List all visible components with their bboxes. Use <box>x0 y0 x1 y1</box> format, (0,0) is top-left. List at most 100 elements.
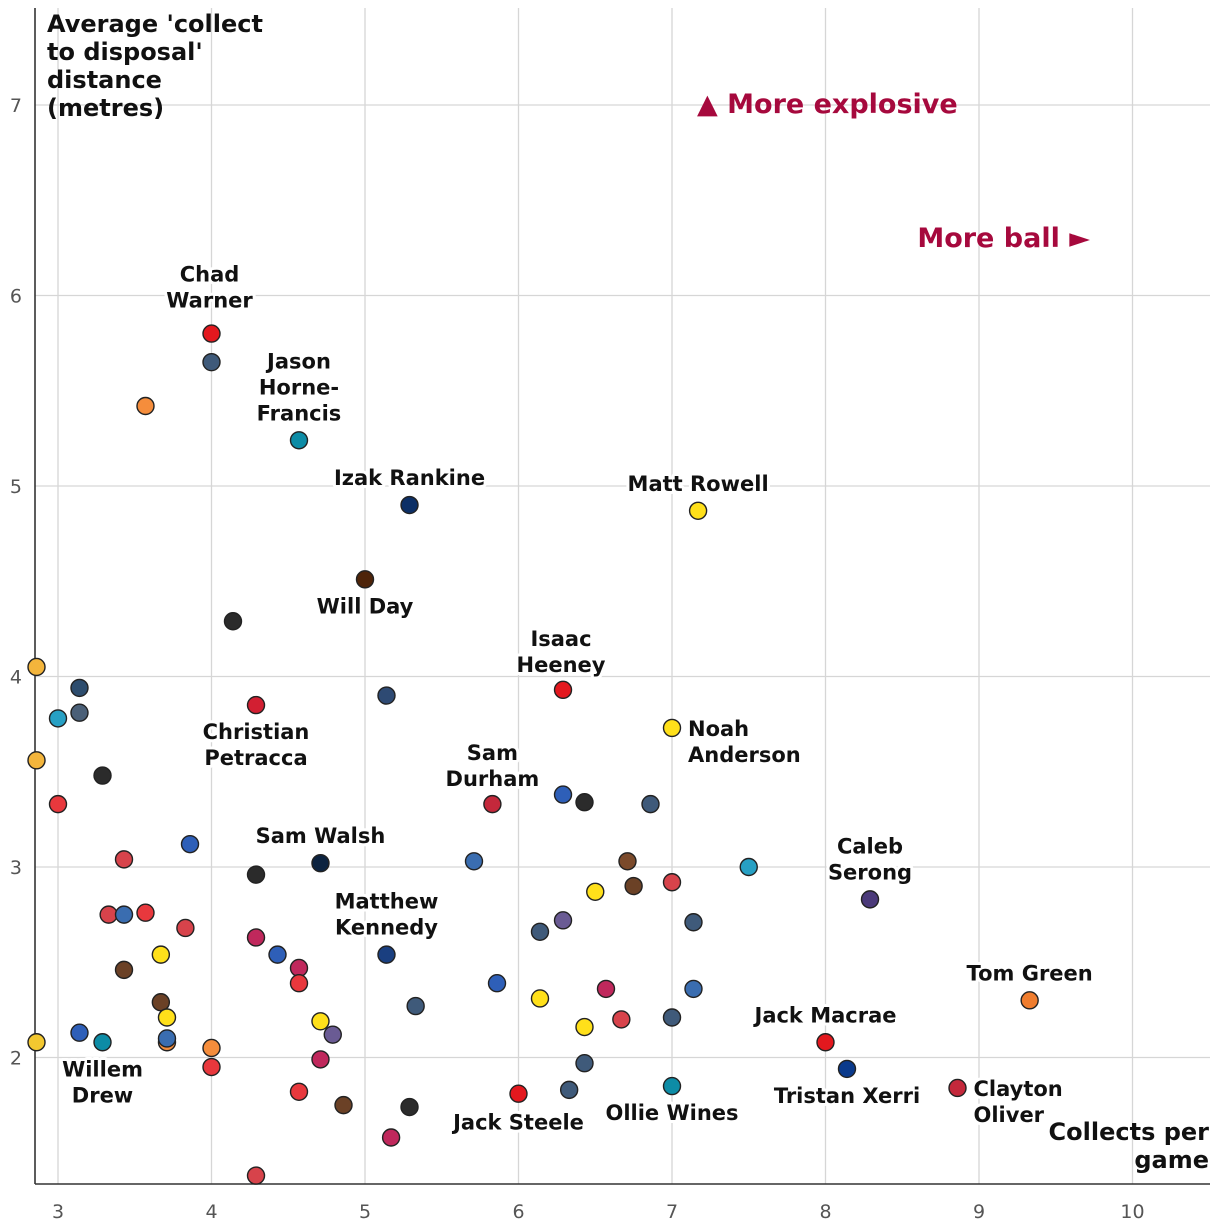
data-point <box>355 570 375 589</box>
x-axis-title: Collects per game <box>1049 1118 1210 1174</box>
data-point <box>596 979 616 999</box>
y-tick-label: 2 <box>10 1048 22 1070</box>
y-tick-label: 5 <box>10 476 22 498</box>
point-label: Jack Macrae <box>753 1003 897 1027</box>
data-point <box>948 1078 967 1098</box>
point-label: Will Day <box>317 594 414 618</box>
data-point <box>202 1038 221 1058</box>
data-point <box>509 1084 528 1103</box>
data-point <box>837 1059 857 1079</box>
data-point <box>151 945 171 964</box>
data-point <box>48 709 68 728</box>
data-point <box>93 766 112 785</box>
point-label: Caleb Serong <box>828 834 912 884</box>
data-point <box>176 918 195 938</box>
data-points <box>27 324 1039 1185</box>
tick-labels: 3 4 5 6 7 8 9 10 2 3 4 5 6 7 <box>10 95 1145 1223</box>
data-point <box>70 678 89 698</box>
data-point <box>483 794 502 814</box>
data-point <box>553 680 573 700</box>
data-point <box>246 865 266 884</box>
data-point <box>48 794 68 814</box>
data-point <box>70 1023 89 1042</box>
data-point <box>99 905 118 924</box>
data-point <box>114 850 134 869</box>
data-point <box>114 960 134 980</box>
data-point <box>289 958 309 978</box>
data-point <box>860 890 880 909</box>
point-label: Izak Rankine <box>334 466 485 490</box>
data-point <box>311 1050 330 1069</box>
x-tick-label: 3 <box>52 1201 64 1223</box>
x-tick-label: 6 <box>512 1201 524 1223</box>
data-point <box>575 793 594 812</box>
data-point <box>575 1054 594 1073</box>
data-point <box>157 1008 177 1027</box>
data-point <box>93 1033 112 1052</box>
data-point <box>684 913 703 932</box>
data-point <box>530 922 550 941</box>
data-point <box>739 857 758 877</box>
x-tick-label: 8 <box>819 1201 831 1223</box>
data-point <box>406 996 425 1016</box>
axis-titles: Average 'collect to disposal' distance (met… <box>47 10 1209 1174</box>
data-point <box>289 1082 309 1101</box>
data-point <box>662 718 682 738</box>
point-label: Ollie Wines <box>605 1101 738 1125</box>
x-tick-label: 5 <box>359 1201 371 1223</box>
x-tick-label: 10 <box>1120 1201 1144 1223</box>
data-point <box>662 1076 682 1096</box>
data-point <box>289 431 309 450</box>
data-point <box>1020 991 1039 1010</box>
data-point <box>400 1097 419 1117</box>
data-point <box>70 703 89 722</box>
data-point <box>311 1012 330 1031</box>
data-point <box>662 873 682 892</box>
annotation-more-ball: More ball ► <box>917 223 1090 254</box>
data-point <box>688 501 708 520</box>
x-tick-label: 4 <box>205 1201 217 1223</box>
point-label: Sam Durham <box>446 741 540 791</box>
data-point <box>816 1033 835 1052</box>
y-tick-label: 7 <box>10 95 22 117</box>
data-point <box>114 905 134 924</box>
data-point <box>180 834 200 854</box>
point-label: Jason Horne-Francis <box>257 349 342 425</box>
x-tick-label: 9 <box>973 1201 985 1223</box>
point-label: Isaac Heeney <box>517 627 606 677</box>
x-tick-label: 7 <box>666 1201 678 1223</box>
data-point <box>27 1033 46 1052</box>
data-point <box>559 1080 579 1100</box>
data-point <box>151 993 171 1012</box>
point-label: Chad Warner <box>166 263 253 313</box>
point-label: Sam Walsh <box>256 824 386 848</box>
data-point <box>289 974 309 993</box>
data-point <box>530 989 550 1008</box>
data-point <box>575 1017 594 1037</box>
point-label: Tom Green <box>967 961 1093 985</box>
data-point <box>464 852 484 871</box>
y-axis-title: Average 'collect to disposal' distance (met… <box>47 10 263 122</box>
axes <box>34 8 1210 1185</box>
data-point <box>618 852 637 871</box>
data-point <box>323 1025 342 1044</box>
point-label: Noah Anderson <box>688 717 801 767</box>
data-point <box>400 495 419 515</box>
data-point <box>223 612 243 631</box>
data-point <box>27 657 46 677</box>
data-point <box>311 853 330 873</box>
data-point <box>202 352 221 372</box>
gridlines <box>35 8 1210 1184</box>
data-point <box>684 979 703 999</box>
annotations: ▲ More explosive More ball ► <box>697 89 1090 254</box>
data-point <box>612 1010 631 1029</box>
point-label: Jack Steele <box>451 1111 584 1135</box>
point-label: Matthew Kennedy <box>335 890 439 940</box>
data-point <box>246 695 266 715</box>
data-point <box>136 903 155 922</box>
data-point <box>381 1128 401 1147</box>
data-point <box>202 1057 221 1077</box>
data-point <box>246 1166 266 1185</box>
